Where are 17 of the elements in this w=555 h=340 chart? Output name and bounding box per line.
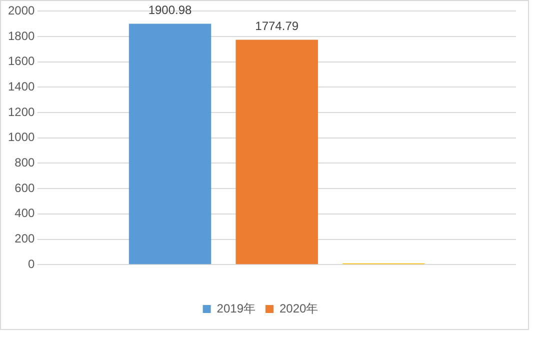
bar xyxy=(128,24,212,264)
y-tick-label: 400 xyxy=(14,206,36,220)
legend-label: 2020年 xyxy=(280,301,318,316)
y-tick-label: 1800 xyxy=(8,28,36,43)
y-tick-label: 800 xyxy=(14,156,36,170)
y-tick-label: 1200 xyxy=(8,104,36,119)
y-tick-label: 1000 xyxy=(8,130,36,144)
y-tick-label: 1600 xyxy=(8,54,36,68)
legend-label: 2019年 xyxy=(216,301,256,316)
y-tick-label: 0 xyxy=(28,256,36,271)
data-label: 1774.79 xyxy=(255,19,299,34)
y-tick-label: 200 xyxy=(14,232,36,246)
bar xyxy=(236,40,318,264)
y-tick-label: 1400 xyxy=(8,80,36,94)
y-tick-label: 2000 xyxy=(8,4,36,18)
data-label: 1900.98 xyxy=(148,3,192,18)
y-tick-label: 600 xyxy=(14,180,36,195)
